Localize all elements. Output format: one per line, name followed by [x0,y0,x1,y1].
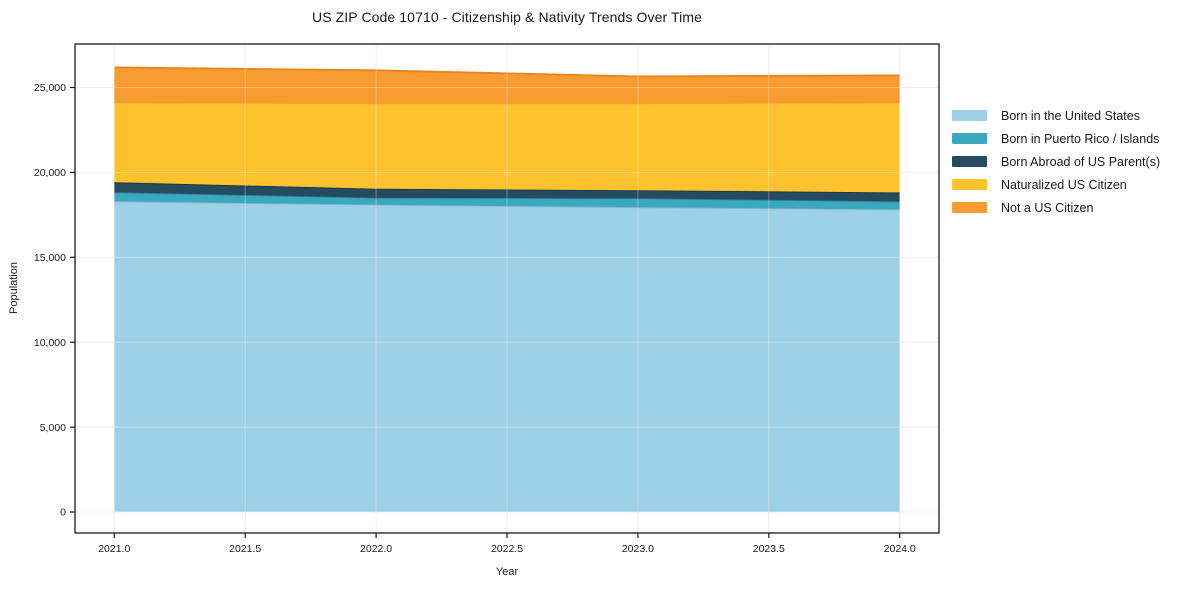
legend-swatch [952,133,987,144]
legend-swatch [952,110,987,121]
y-tick-label: 5,000 [40,422,66,434]
y-tick-label: 10,000 [34,337,66,349]
y-tick-label: 15,000 [34,252,66,264]
legend-item-4: Not a US Citizen [952,196,1160,219]
legend: Born in the United States Born in Puerto … [952,104,1160,219]
legend-label: Naturalized US Citizen [1001,177,1127,192]
x-tick-label: 2023.5 [753,543,785,555]
legend-swatch [952,202,987,213]
y-tick-label: 20,000 [34,167,66,179]
legend-label: Not a US Citizen [1001,200,1094,215]
series-top-edge-4 [114,66,900,78]
legend-item-1: Born in Puerto Rico / Islands [952,127,1160,150]
x-tick-label: 2024.0 [884,543,916,555]
y-tick-label: 0 [60,507,66,519]
legend-swatch [952,179,987,190]
x-tick-label: 2022.5 [491,543,523,555]
stacked-area-series-2 [114,182,900,202]
x-tick-label: 2021.0 [98,543,130,555]
x-tick-label: 2023.0 [622,543,654,555]
legend-item-0: Born in the United States [952,104,1160,127]
stacked-area-series-0 [114,201,900,513]
legend-item-3: Naturalized US Citizen [952,173,1160,196]
x-tick-label: 2022.0 [360,543,392,555]
stacked-area-series-3 [114,102,900,193]
chart-title: US ZIP Code 10710 - Citizenship & Nativi… [311,9,703,25]
x-axis-label: Year [495,566,519,578]
legend-label: Born in Puerto Rico / Islands [1001,131,1160,146]
legend-item-2: Born Abroad of US Parent(s) [952,150,1160,173]
x-tick-label: 2021.5 [229,543,261,555]
legend-label: Born in the United States [1001,108,1140,123]
y-tick-label: 25,000 [34,82,66,94]
legend-label: Born Abroad of US Parent(s) [1001,154,1161,169]
legend-swatch [952,156,987,167]
y-axis-label: Population [8,262,20,314]
